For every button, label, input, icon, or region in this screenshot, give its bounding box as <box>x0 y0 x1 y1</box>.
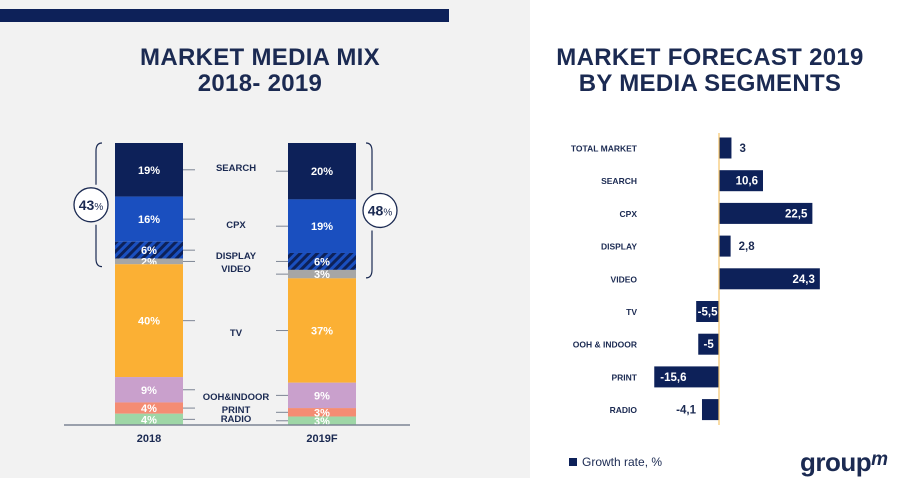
segment-value-label: 4% <box>141 403 157 415</box>
segment-name-tv: TV <box>230 328 243 339</box>
category-label-radio: RADIO <box>610 405 638 415</box>
category-label-2018: 2018 <box>137 433 161 445</box>
legend-swatch <box>569 458 577 466</box>
forecast-title-line1: MARKET FORECAST 2019 <box>556 44 864 71</box>
bar-display <box>719 235 731 257</box>
value-label-radio: -4,1 <box>676 405 696 417</box>
forecast-title: MARKET FORECAST 2019 BY MEDIA SEGMENTS <box>545 45 875 97</box>
value-label-print: -15,6 <box>660 372 686 384</box>
bar-ooh-indoor <box>698 333 719 355</box>
bar-print <box>654 366 719 388</box>
segment-name-display: DISPLAY <box>216 251 257 262</box>
bar-segment-print-2019f <box>288 408 356 417</box>
category-label-2019f: 2019F <box>306 433 337 445</box>
bar-segment-video-2019f <box>288 269 356 279</box>
logo-superscript: m <box>871 449 888 470</box>
bar-segment-ooh-indoor-2018 <box>115 377 183 403</box>
total-label-2018: 43% <box>79 197 104 213</box>
segment-value-label: 3% <box>314 269 330 281</box>
media-mix-chart: 19%16%6%2%40%9%4%4%20%19%6%3%37%9%3%3% S… <box>64 142 410 445</box>
value-label-cpx: 22,5 <box>785 208 808 220</box>
bar-segment-tv-2018 <box>115 264 183 378</box>
segment-name-search: SEARCH <box>216 163 256 174</box>
value-label-video: 24,3 <box>792 274 814 286</box>
category-label-display: DISPLAY <box>601 242 637 252</box>
forecast-title-line2: BY MEDIA SEGMENTS <box>578 70 842 97</box>
total-label-2019f: 48% <box>368 202 393 218</box>
bar-total-market <box>719 137 732 159</box>
media-mix-title-line2: 2018- 2019 <box>197 70 323 97</box>
bar-tv <box>696 301 719 322</box>
bar-segment-search-2018 <box>115 143 183 197</box>
bar-segment-display-2019f <box>288 252 356 270</box>
segment-value-label: 3% <box>314 407 330 419</box>
bar-segment-video-2018 <box>115 258 183 265</box>
groupm-logo: groupm <box>800 449 888 475</box>
category-label-video: VIDEO <box>611 274 638 284</box>
bar-segment-tv-2019f <box>288 278 356 383</box>
segment-value-label: 37% <box>311 326 333 338</box>
value-label-display: 2,8 <box>739 241 756 253</box>
bracket-2018 <box>95 142 103 268</box>
bar-radio <box>701 399 719 421</box>
total-circle-2019f <box>362 192 398 229</box>
bar-video <box>719 268 820 290</box>
category-label-cpx: CPX <box>620 209 638 219</box>
bar-segment-ooh-indoor-2019f <box>288 382 356 409</box>
segment-value-label: 19% <box>311 221 333 233</box>
category-label-tv: TV <box>626 307 637 317</box>
segment-value-label: 20% <box>311 166 333 178</box>
logo-text: group <box>800 447 872 477</box>
segment-name-ooh-indoor: OOH&INDOOR <box>203 392 270 403</box>
bar-search <box>719 170 763 192</box>
bar-cpx <box>719 202 813 224</box>
category-label-total-market: TOTAL MARKET <box>571 144 638 154</box>
value-label-total-market: 3 <box>739 143 745 155</box>
segment-name-print: PRINT <box>222 405 251 416</box>
segment-value-label: 6% <box>141 245 157 257</box>
value-label-ooh-indoor: -5 <box>704 339 715 351</box>
bar-segment-display-2018 <box>115 241 183 259</box>
value-label-tv: -5,5 <box>698 307 718 319</box>
legend-label: Growth rate, % <box>582 455 663 469</box>
total-circle-2018 <box>73 187 109 223</box>
bar-segment-radio-2019f <box>288 416 356 425</box>
segment-value-label: 19% <box>138 165 160 177</box>
media-mix-title-line1: MARKET MEDIA MIX <box>140 44 380 71</box>
segment-value-label: 16% <box>138 214 160 226</box>
segment-value-label: 40% <box>138 316 160 328</box>
segment-value-label: 9% <box>314 390 330 402</box>
bar-segment-cpx-2019f <box>288 199 356 253</box>
category-label-print: PRINT <box>612 372 638 382</box>
bar-segment-cpx-2018 <box>115 196 183 242</box>
media-mix-title: MARKET MEDIA MIX 2018- 2019 <box>60 45 460 97</box>
bar-segment-print-2018 <box>115 402 183 414</box>
media-mix-panel <box>0 0 530 478</box>
category-label-search: SEARCH <box>601 176 637 186</box>
bar-segment-radio-2018 <box>115 413 183 425</box>
segment-name-cpx: CPX <box>226 220 246 231</box>
bar-segment-search-2019f <box>288 143 356 200</box>
chart-legend: Growth rate, % <box>569 455 662 469</box>
header-band <box>0 9 449 22</box>
segment-name-radio: RADIO <box>221 414 252 425</box>
segment-name-video: VIDEO <box>221 264 251 275</box>
value-label-search: 10,6 <box>736 176 758 188</box>
category-label-ooh-indoor: OOH & INDOOR <box>573 340 637 350</box>
segment-value-label: 4% <box>141 414 157 426</box>
segment-value-label: 9% <box>141 385 157 397</box>
bracket-2019f <box>365 142 373 279</box>
segment-value-label: 6% <box>314 256 330 268</box>
